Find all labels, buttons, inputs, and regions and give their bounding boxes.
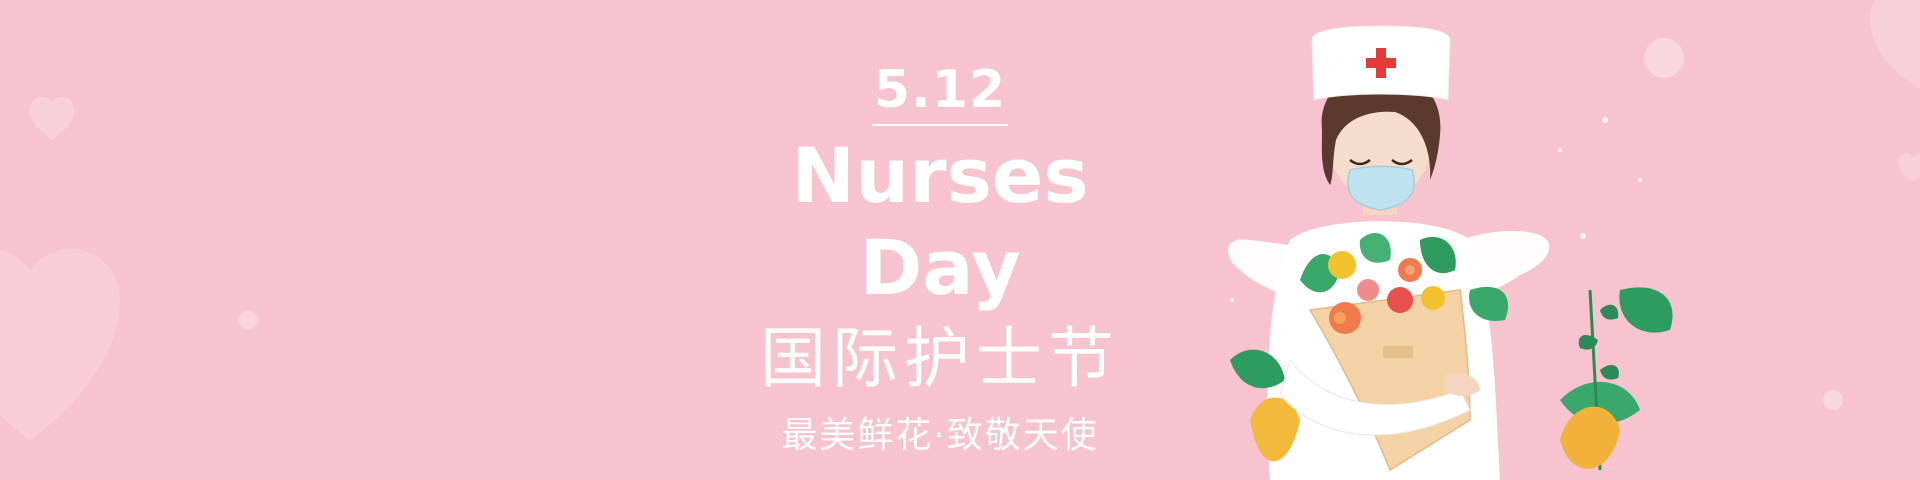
heart-icon (0, 248, 120, 440)
leaf (1359, 232, 1391, 263)
dot-decor (238, 310, 258, 330)
leaf (1600, 304, 1619, 320)
dot-decor (1602, 117, 1608, 123)
dot-decor (1558, 148, 1562, 152)
leaf (1560, 406, 1620, 469)
arm (1279, 358, 1471, 436)
nurse-illustration (1228, 25, 1673, 480)
heart-icon (1870, 0, 1920, 90)
flower (1328, 251, 1356, 279)
face-mask (1347, 165, 1415, 211)
leaf (1469, 286, 1509, 321)
title-chinese: 国际护士节 (760, 320, 1120, 397)
title-english: Nurses Day (791, 131, 1089, 312)
flower (1405, 265, 1415, 275)
flower (1357, 279, 1379, 301)
hand (1445, 373, 1480, 396)
dot-decor (1823, 390, 1843, 410)
leaf (1250, 397, 1300, 462)
leaf (1230, 349, 1285, 389)
closed-eye (1391, 158, 1413, 166)
dot-decor (1638, 178, 1642, 182)
heart-icon (30, 96, 74, 140)
cap-cross (1366, 58, 1396, 68)
dot-decor (1230, 298, 1234, 302)
closed-eye (1349, 158, 1371, 166)
slogan: 最美鲜花·致敬天使 (781, 415, 1099, 456)
hair (1321, 71, 1441, 185)
bouquet-tag (1383, 346, 1413, 358)
leaf (1420, 236, 1456, 274)
leaf (1619, 287, 1673, 333)
dot-decor (1644, 38, 1684, 78)
heart-icon (1898, 153, 1920, 182)
headline-block: 5.12 Nurses Day 国际护士节 最美鲜花·致敬天使 (700, 60, 1180, 462)
flower (1334, 312, 1346, 324)
leaf (1600, 364, 1619, 380)
dot-decor (1580, 233, 1586, 239)
leaf (1578, 334, 1598, 350)
flower (1421, 286, 1445, 310)
event-date: 5.12 (871, 60, 1009, 126)
flower (1387, 287, 1413, 313)
